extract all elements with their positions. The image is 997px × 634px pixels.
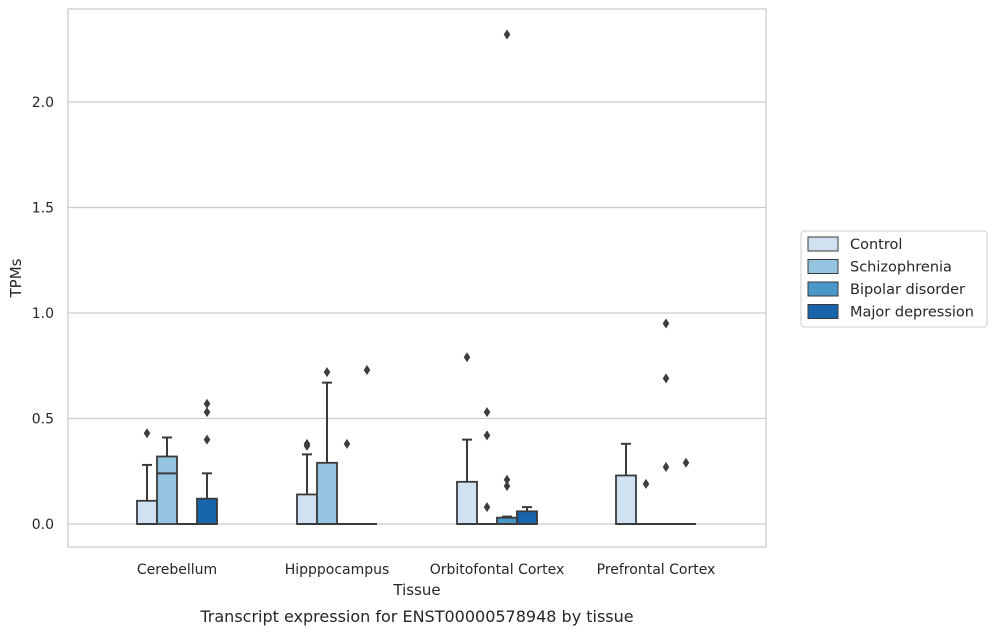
outlier-point [662, 318, 670, 329]
box-major-depression [196, 398, 218, 525]
box-major-depression [676, 457, 696, 525]
x-tick-label: Cerebellum [137, 562, 217, 578]
box [156, 455, 178, 525]
y-tick-label: 2.0 [32, 95, 54, 111]
outlier-point [483, 502, 491, 513]
outlier-point [682, 457, 690, 468]
outlier-point [463, 352, 471, 363]
outlier-point [343, 438, 351, 449]
x-tick-labels: Cerebellum Hipppocampus Orbitofontal Corte… [137, 562, 715, 578]
y-axis-title: TPMs [7, 258, 25, 298]
y-tick-label: 0.5 [32, 412, 54, 428]
box [615, 474, 637, 525]
boxes [136, 29, 696, 525]
chart-caption: Transcript expression for ENST0000057894… [199, 607, 633, 626]
outlier-point [323, 367, 331, 378]
legend-swatch [807, 281, 839, 297]
outlier-point [203, 398, 211, 409]
x-tick-label: Hipppocampus [285, 562, 390, 578]
x-tick-label: Prefrontal Cortex [597, 562, 716, 578]
outlier-point [483, 407, 491, 418]
x-axis-title: Tissue [392, 581, 440, 599]
outlier-point [503, 29, 511, 40]
y-tick-labels: 0.0 0.5 1.0 1.5 2.0 [32, 95, 54, 533]
x-tick-label: Orbitofontal Cortex [430, 562, 565, 578]
box [196, 497, 218, 525]
legend-label: Schizophrenia [850, 260, 952, 276]
box [516, 510, 538, 525]
outlier-point [662, 462, 670, 473]
box-major-depression [357, 364, 377, 525]
box [316, 461, 338, 525]
outlier-point [303, 438, 311, 449]
box-control [615, 442, 637, 525]
legend: Control Schizophrenia Bipolar disorder Majo… [800, 230, 988, 328]
plot-frame [67, 8, 767, 548]
legend-frame [800, 230, 988, 328]
outlier-point [662, 373, 670, 384]
box [296, 493, 318, 525]
outlier-point [143, 428, 151, 439]
box-control [296, 438, 318, 525]
box-bipolar-disorder [496, 29, 518, 525]
y-tick-label: 1.5 [32, 201, 54, 217]
box-schizophrenia [636, 478, 656, 525]
box-control [456, 352, 478, 525]
box-major-depression [516, 506, 538, 525]
legend-swatch [807, 236, 839, 252]
box-schizophrenia [477, 407, 497, 525]
legend-swatch [807, 259, 839, 274]
outlier-point [203, 407, 211, 418]
legend-label: Major depression [850, 305, 974, 321]
outlier-point [503, 481, 511, 492]
box [136, 499, 158, 525]
box [456, 480, 478, 525]
legend-label: Control [850, 237, 902, 253]
y-tick-label: 1.0 [32, 306, 54, 322]
box-control [136, 428, 158, 525]
legend-swatch [807, 304, 839, 319]
box-schizophrenia [156, 436, 178, 525]
outlier-point [203, 434, 211, 445]
legend-label: Bipolar disorder [850, 282, 965, 298]
outlier-point [363, 364, 371, 375]
outlier-point [483, 430, 491, 441]
box-schizophrenia [316, 367, 338, 525]
y-tick-label: 0.0 [32, 517, 54, 533]
box-bipolar-disorder [656, 318, 676, 525]
outlier-point [503, 474, 511, 485]
outlier-point [642, 478, 650, 489]
box-bipolar-disorder [337, 438, 357, 525]
